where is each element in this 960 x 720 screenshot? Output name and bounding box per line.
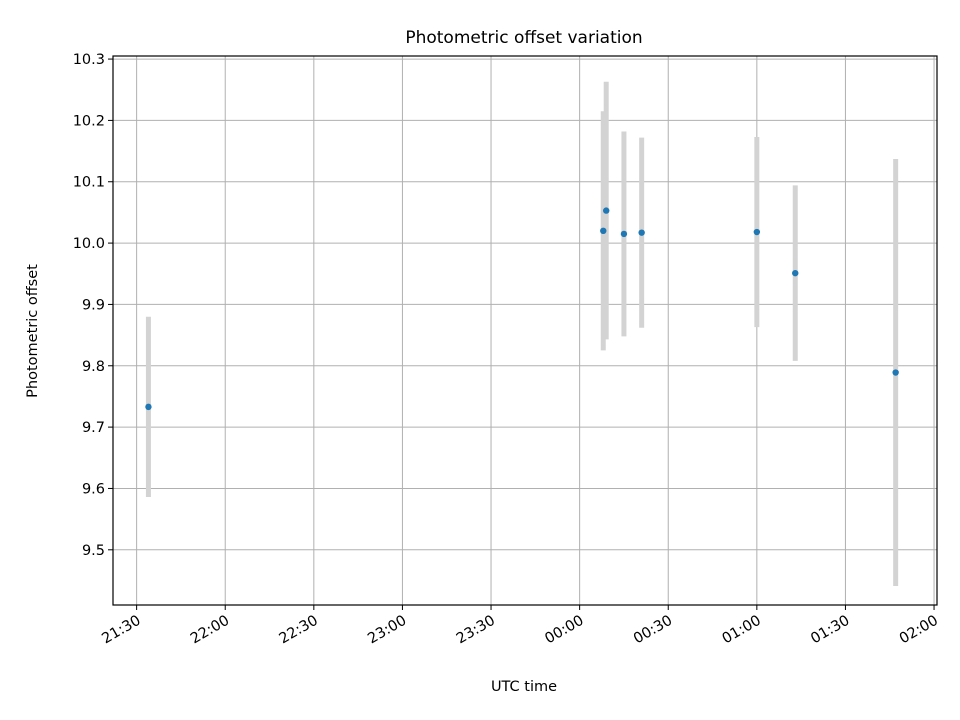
plot-frame [112, 55, 938, 606]
error-bars [145, 81, 899, 586]
data-point [892, 369, 899, 376]
y-tick-label: 9.9 [82, 297, 105, 313]
y-tick-label: 10.0 [73, 236, 105, 252]
y-tick-label: 9.8 [82, 359, 105, 375]
x-axis: 21:30 22:00 22:30 23:00 23:30 00:00 00:30 01:00… [99, 605, 941, 647]
x-tick-label: 01:00 [720, 613, 764, 648]
grid [113, 56, 937, 605]
chart-title: Photometric offset variation [405, 28, 642, 48]
data-point [620, 230, 628, 238]
y-tick-label: 10.1 [73, 175, 105, 191]
x-tick-label: 22:00 [188, 613, 232, 648]
y-tick-label: 9.5 [82, 543, 105, 559]
x-axis-label: UTC time [491, 679, 557, 695]
y-tick-label: 9.7 [82, 420, 105, 436]
data-point [600, 227, 607, 235]
y-axis: 9.5 9.6 9.7 9.8 9.9 10.0 10.1 10.2 10.3 [73, 52, 113, 559]
y-tick-label: 9.6 [82, 481, 105, 497]
x-tick-label: 21:30 [99, 613, 143, 648]
x-tick-label: 00:00 [542, 613, 586, 648]
y-axis-label: Photometric offset [25, 264, 41, 398]
x-tick-label: 23:00 [365, 613, 409, 648]
x-tick-label: 01:30 [808, 613, 852, 648]
x-tick-label: 02:00 [897, 613, 941, 648]
data-point [603, 207, 610, 214]
data-point [792, 269, 799, 277]
y-tick-label: 10.2 [73, 113, 105, 129]
data-point [753, 228, 761, 236]
x-tick-label: 23:30 [454, 613, 498, 648]
y-tick-label: 10.3 [73, 52, 105, 68]
x-tick-label: 00:30 [631, 613, 675, 648]
data-points [145, 207, 899, 411]
data-point [638, 229, 645, 236]
x-tick-label: 22:30 [277, 613, 321, 648]
data-point [145, 403, 152, 411]
